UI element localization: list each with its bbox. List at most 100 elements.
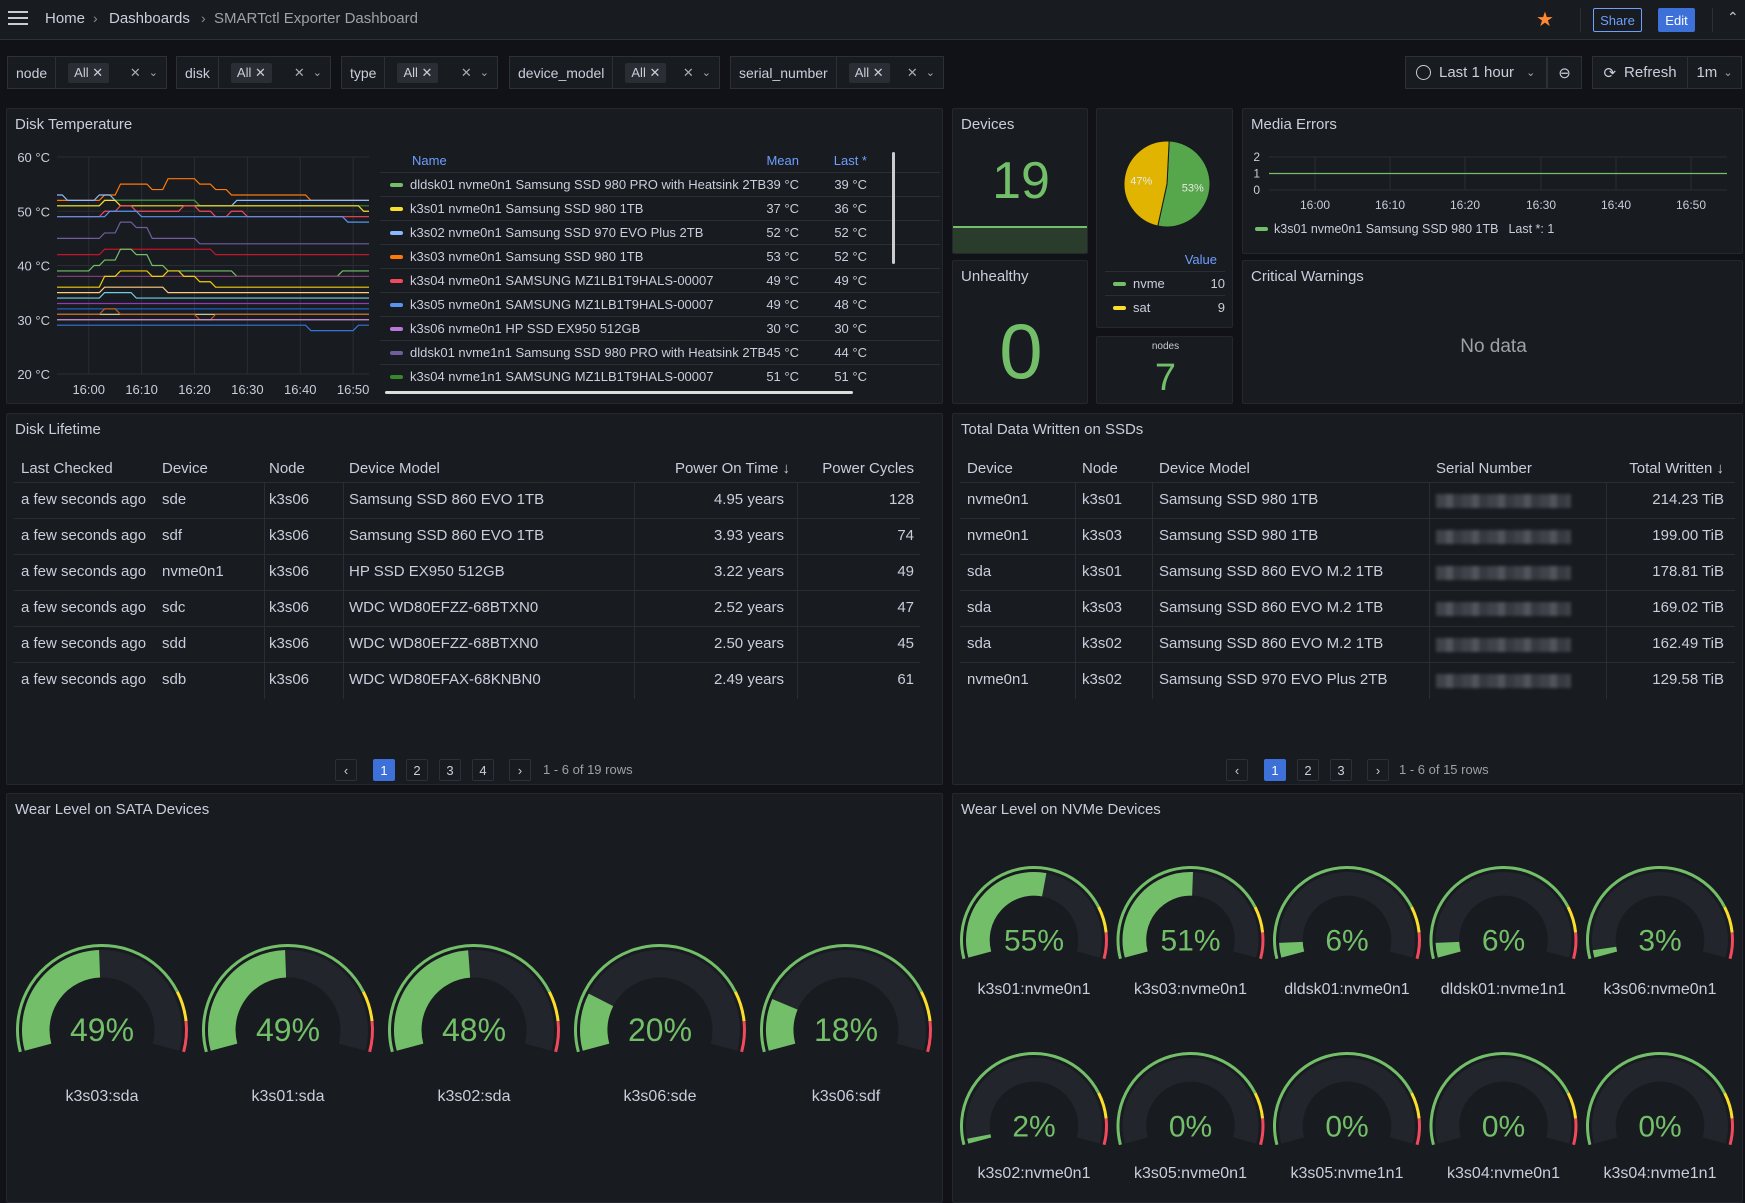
column-header-power-on-time[interactable]: Power On Time ↓ — [674, 460, 790, 477]
zoom-out-button[interactable]: ⊖ — [1547, 56, 1582, 89]
table-row[interactable]: a few seconds ago sdb k3s06 WDC WD80EFAX-68… — [14, 662, 920, 699]
variable-value-chip[interactable]: All ✕ — [397, 62, 439, 83]
breadcrumb-home[interactable]: Home — [45, 10, 86, 27]
legend-horizontal-scrollbar[interactable] — [385, 391, 853, 394]
clear-icon[interactable]: ✕ — [129, 64, 141, 80]
edit-button[interactable]: Edit — [1658, 8, 1695, 32]
pagination-page-1[interactable]: 1 — [1264, 759, 1286, 781]
column-header-serial-number[interactable]: Serial Number — [1436, 460, 1532, 477]
menu-icon[interactable] — [8, 11, 28, 27]
clear-icon[interactable]: ✕ — [293, 64, 305, 80]
column-header-device[interactable]: Device — [967, 460, 1013, 477]
variable-type[interactable]: type All ✕ ✕ ⌄ — [341, 56, 498, 89]
pagination-page-4[interactable]: 4 — [472, 759, 494, 781]
chevron-down-icon[interactable]: ⌄ — [479, 67, 489, 79]
share-button[interactable]: Share — [1593, 8, 1642, 32]
temperature-series-line[interactable] — [57, 286, 369, 294]
legend-header-mean[interactable]: Mean — [766, 153, 799, 168]
pie-legend-header[interactable]: Value — [1184, 252, 1217, 267]
pagination-page-2[interactable]: 2 — [1297, 759, 1319, 781]
pagination-page-2[interactable]: 2 — [406, 759, 428, 781]
legend-row[interactable]: k3s02 nvme0n1 Samsung SSD 970 EVO Plus 2… — [380, 220, 940, 244]
column-header-total-written[interactable]: Total Written ↓ — [1629, 460, 1724, 477]
legend-row[interactable]: dldsk01 nvme1n1 Samsung SSD 980 PRO with… — [380, 340, 940, 364]
temperature-series-line[interactable] — [57, 270, 369, 288]
pagination-page-1[interactable]: 1 — [373, 759, 395, 781]
table-row[interactable]: nvme0n1 k3s03 Samsung SSD 980 1TB 199.00 Ti… — [960, 518, 1735, 555]
table-row[interactable]: a few seconds ago sde k3s06 Samsung SSD 860… — [14, 482, 920, 519]
breadcrumb-dashboards[interactable]: Dashboards — [109, 10, 190, 27]
pagination-page-3[interactable]: 3 — [1330, 759, 1352, 781]
temperature-series-line[interactable] — [57, 308, 369, 321]
variable-value-chip[interactable]: All ✕ — [625, 62, 667, 83]
table-row[interactable]: sda k3s03 Samsung SSD 860 EVO M.2 1TB 169.0… — [960, 590, 1735, 627]
legend-row[interactable]: dldsk01 nvme0n1 Samsung SSD 980 PRO with… — [380, 172, 940, 196]
column-header-power-cycles[interactable]: Power Cycles — [822, 460, 914, 477]
legend-row[interactable]: k3s06 nvme0n1 HP SSD EX950 512GB 30 °C 30 … — [380, 316, 940, 340]
pagination-next-button[interactable]: › — [1367, 759, 1389, 781]
clear-icon[interactable]: ✕ — [906, 64, 918, 80]
table-row[interactable]: a few seconds ago nvme0n1 k3s06 HP SSD EX95… — [14, 554, 920, 591]
table-cell: a few seconds ago — [21, 491, 147, 508]
device-type-pie-chart[interactable]: 53% 47% — [1097, 109, 1234, 249]
refresh-button[interactable]: ⟳ Refresh — [1592, 56, 1688, 89]
variable-value-chip[interactable]: All ✕ — [68, 62, 110, 83]
table-row[interactable]: sda k3s01 Samsung SSD 860 EVO M.2 1TB 178.8… — [960, 554, 1735, 591]
table-row[interactable]: a few seconds ago sdd k3s06 WDC WD80EFZZ-68… — [14, 626, 920, 663]
variable-value-chip[interactable]: All ✕ — [848, 62, 890, 83]
chevron-down-icon[interactable]: ⌄ — [312, 67, 322, 79]
table-row[interactable]: a few seconds ago sdc k3s06 WDC WD80EFZZ-68… — [14, 590, 920, 627]
pie-slice-nvme[interactable] — [1157, 140, 1211, 228]
temperature-series-line[interactable] — [57, 210, 369, 223]
pagination-prev-button[interactable]: ‹ — [1226, 759, 1248, 781]
variable-serial-number[interactable]: serial_number All ✕ ✕ ⌄ — [730, 56, 944, 89]
legend-row[interactable]: k3s04 nvme1n1 SAMSUNG MZ1LB1T9HALS-00007… — [380, 364, 940, 388]
temperature-series-line[interactable] — [57, 324, 369, 332]
table-row[interactable]: nvme0n1 k3s01 Samsung SSD 980 1TB 214.23 Ti… — [960, 482, 1735, 519]
table-row[interactable]: nvme0n1 k3s02 Samsung SSD 970 EVO Plus 2TB… — [960, 662, 1735, 699]
pie-legend-row[interactable]: nvme 10 — [1105, 271, 1225, 295]
variable-device-model[interactable]: device_model All ✕ ✕ ⌄ — [509, 56, 720, 89]
pagination-prev-button[interactable]: ‹ — [335, 759, 357, 781]
temperature-series-line[interactable] — [57, 292, 369, 299]
time-range-picker[interactable]: Last 1 hour ⌄ — [1405, 56, 1547, 89]
clear-icon[interactable]: ✕ — [682, 64, 694, 80]
legend-header-name[interactable]: Name — [412, 153, 447, 168]
legend-vertical-scrollbar[interactable] — [892, 152, 895, 264]
refresh-interval-picker[interactable]: 1m ⌄ — [1687, 56, 1742, 89]
legend-row[interactable]: k3s05 nvme0n1 SAMSUNG MZ1LB1T9HALS-00007… — [380, 292, 940, 316]
pagination-next-button[interactable]: › — [509, 759, 531, 781]
collapse-chevron-icon[interactable]: ⌃ — [1727, 9, 1739, 25]
column-header-device[interactable]: Device — [162, 460, 208, 477]
legend-row[interactable]: k3s04 nvme0n1 SAMSUNG MZ1LB1T9HALS-00007… — [380, 268, 940, 292]
temperature-series-line[interactable] — [57, 199, 369, 212]
legend-row[interactable]: k3s01 nvme0n1 Samsung SSD 980 1TB 37 °C 36… — [380, 196, 940, 220]
pie-slice-sat[interactable] — [1123, 140, 1170, 227]
column-header-device-model[interactable]: Device Model — [349, 460, 440, 477]
pagination-page-3[interactable]: 3 — [439, 759, 461, 781]
table-row[interactable]: sda k3s02 Samsung SSD 860 EVO M.2 1TB 162.4… — [960, 626, 1735, 663]
temperature-series-line[interactable] — [57, 221, 369, 245]
variable-value-chip[interactable]: All ✕ — [230, 62, 272, 83]
temperature-series-line[interactable] — [57, 194, 369, 207]
temperature-series-line[interactable] — [57, 248, 369, 256]
disk-temperature-chart[interactable]: 20 °C 30 °C 40 °C 50 °C 60 °C 16:00 16:10 16:20… — [0, 140, 380, 400]
temperature-series-line[interactable] — [57, 178, 369, 202]
column-header-node[interactable]: Node — [1082, 460, 1118, 477]
legend-row[interactable]: k3s03 nvme0n1 Samsung SSD 980 1TB 53 °C 52… — [380, 244, 940, 268]
legend-header-last[interactable]: Last * — [833, 153, 867, 168]
chevron-down-icon[interactable]: ⌄ — [925, 67, 935, 79]
chevron-down-icon[interactable]: ⌄ — [701, 67, 711, 79]
clear-icon[interactable]: ✕ — [460, 64, 472, 80]
star-icon[interactable]: ★ — [1536, 9, 1554, 31]
table-row[interactable]: a few seconds ago sdf k3s06 Samsung SSD 860… — [14, 518, 920, 555]
media-errors-chart[interactable]: 0 1 2 16:00 16:10 16:20 16:30 16:40 16:50 — [1242, 140, 1742, 220]
pie-legend-row[interactable]: sat 9 — [1105, 295, 1225, 319]
column-header-last-checked[interactable]: Last Checked — [21, 460, 113, 477]
variable-node[interactable]: node All ✕ ✕ ⌄ — [7, 56, 167, 89]
column-header-node[interactable]: Node — [269, 460, 305, 477]
column-header-device-model[interactable]: Device Model — [1159, 460, 1250, 477]
media-errors-legend[interactable]: k3s01 nvme0n1 Samsung SSD 980 1TB Last *… — [1255, 222, 1554, 236]
variable-disk[interactable]: disk All ✕ ✕ ⌄ — [176, 56, 331, 89]
chevron-down-icon[interactable]: ⌄ — [148, 67, 158, 79]
